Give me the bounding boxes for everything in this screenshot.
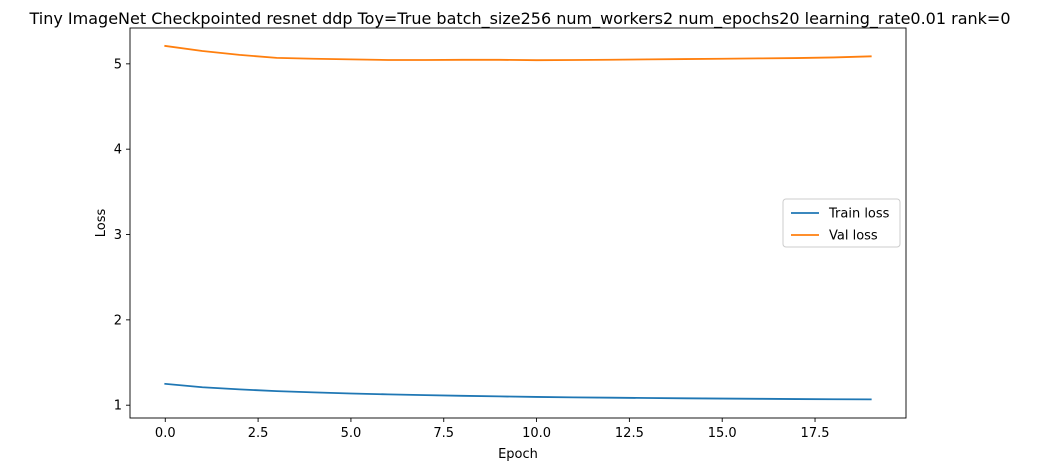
y-axis: 1 2 3 4 5: [114, 57, 130, 414]
x-axis: 0.0 2.5 5.0 7.5 10.0 12.5 15.0 17.5: [155, 418, 830, 441]
series-lines: [164, 44, 872, 401]
y-tick-label: 3: [114, 228, 122, 243]
series-line-val-loss: [164, 44, 872, 62]
y-tick-label: 2: [114, 313, 122, 328]
x-tick-label: 2.5: [248, 426, 269, 441]
y-tick-label: 1: [114, 399, 122, 414]
x-tick-label: 0.0: [155, 426, 176, 441]
x-axis-label: Epoch: [498, 447, 538, 462]
x-tick-label: 12.5: [615, 426, 644, 441]
x-tick-label: 15.0: [708, 426, 737, 441]
legend-label-val-loss: Val loss: [829, 229, 878, 244]
x-tick-label: 5.0: [341, 426, 362, 441]
chart-title: Tiny ImageNet Checkpointed resnet ddp To…: [29, 9, 1011, 29]
series-line-train-loss: [164, 382, 872, 401]
y-tick-label: 5: [114, 57, 122, 72]
x-tick-label: 17.5: [801, 426, 830, 441]
x-tick-label: 10.0: [522, 426, 551, 441]
y-axis-label: Loss: [94, 209, 109, 238]
y-tick-label: 4: [114, 143, 122, 158]
legend: Train loss Val loss: [782, 198, 901, 248]
plot-frame: [129, 27, 907, 419]
x-tick-label: 7.5: [433, 426, 454, 441]
legend-label-train-loss: Train loss: [828, 207, 890, 222]
